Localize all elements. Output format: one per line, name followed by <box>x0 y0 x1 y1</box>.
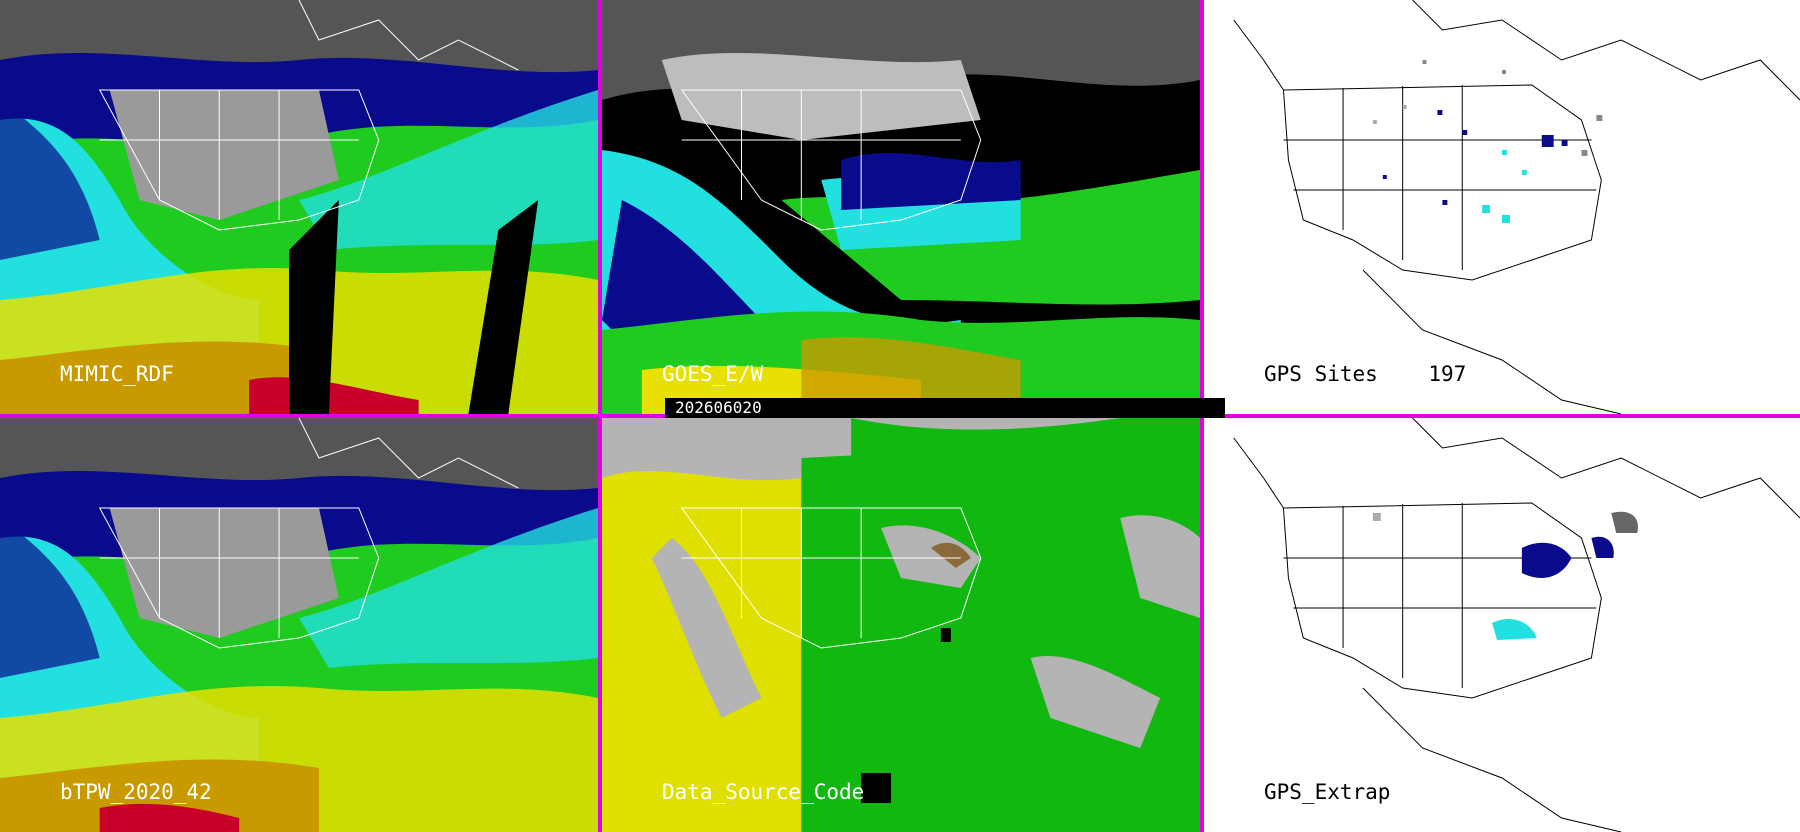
panel-btpw: bTPW_2020_42 <box>0 418 598 832</box>
tpw-map-btpw <box>0 418 598 832</box>
panel-gps-extrap: GPS_Extrap <box>1204 418 1800 832</box>
gps-extrap-blobs <box>1372 511 1638 640</box>
boundary-lines-source <box>680 507 982 649</box>
boundary-lines-btpw <box>98 418 519 649</box>
separator-vertical-1 <box>598 0 602 832</box>
panel-label-gps-sites: GPS Sites 197 <box>1264 362 1466 386</box>
tpw-map-goes <box>602 0 1200 414</box>
boundary-lines-mimic <box>98 0 519 231</box>
outline-map-gps-extrap <box>1233 418 1800 832</box>
gps-extrap-map <box>1204 418 1800 832</box>
panel-label-mimic: MIMIC_RDF <box>60 362 174 386</box>
boundary-lines-goes <box>680 89 982 231</box>
gps-sites-count: 197 <box>1428 362 1467 386</box>
data-source-map <box>602 418 1200 832</box>
timestamp-bar: 202606020 <box>665 398 1225 418</box>
tpw-map-mimic <box>0 0 598 414</box>
gps-sites-map <box>1204 0 1800 414</box>
panel-label-btpw: bTPW_2020_42 <box>60 780 212 804</box>
panel-gps-sites: GPS Sites 197 <box>1204 0 1800 414</box>
panel-mimic-rdf: MIMIC_RDF <box>0 0 598 414</box>
panel-goes-ew: GOES_E/W <box>602 0 1200 414</box>
outline-map-gps-sites <box>1233 0 1800 414</box>
panel-data-source-code: Data_Source_Code <box>602 418 1200 832</box>
panel-label-data-source: Data_Source_Code <box>662 780 865 804</box>
gps-sites-title: GPS Sites <box>1264 362 1378 386</box>
panel-label-gps-extrap: GPS_Extrap <box>1264 780 1391 804</box>
gps-site-markers <box>1372 60 1603 223</box>
panel-label-goes: GOES_E/W <box>662 362 764 386</box>
